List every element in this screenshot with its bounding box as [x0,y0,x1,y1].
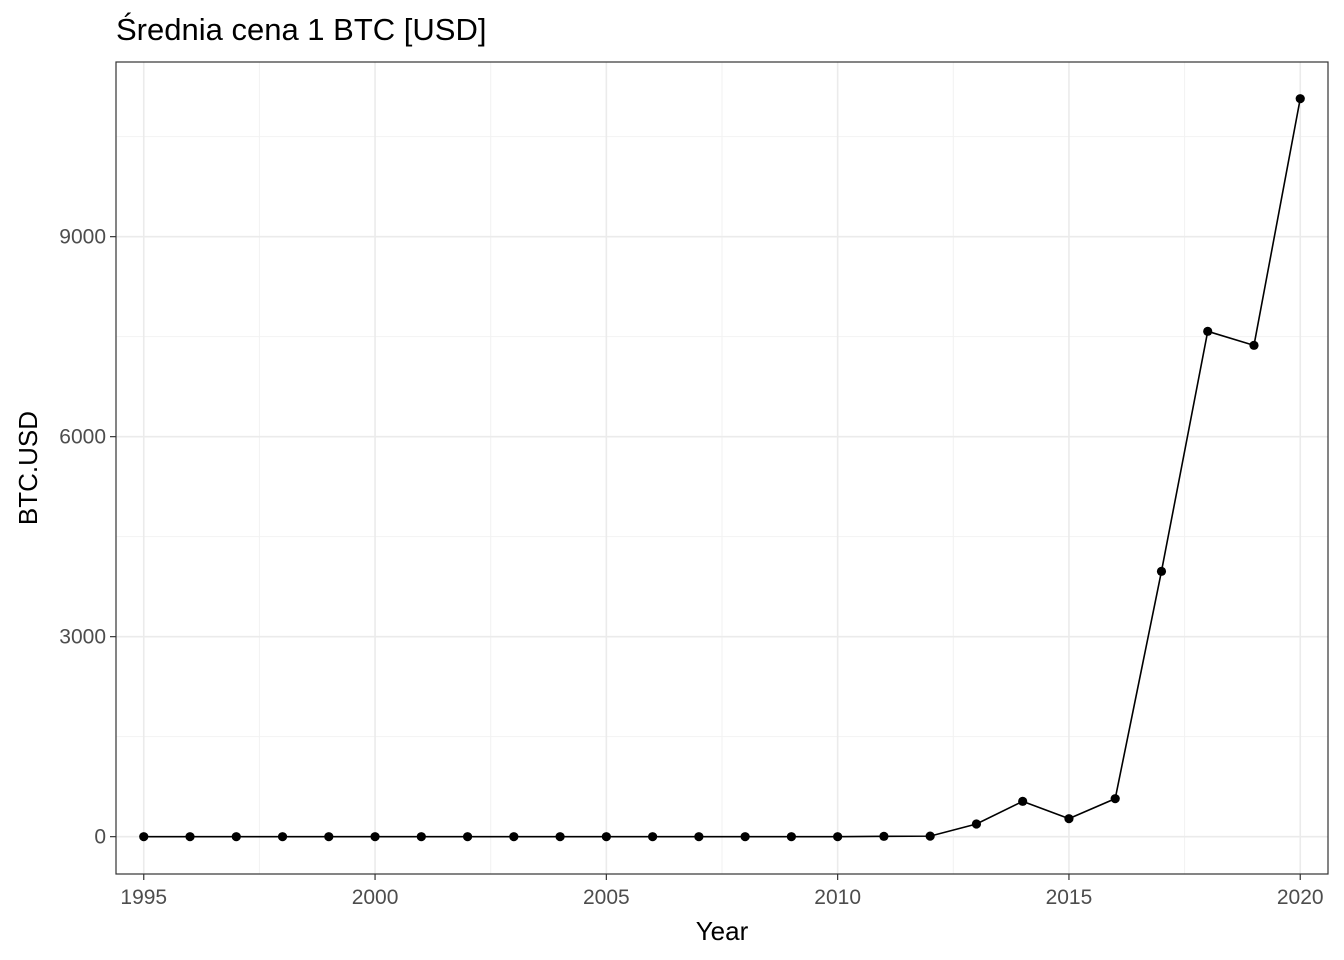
data-point [1203,326,1213,336]
data-point [833,832,843,842]
data-point [370,832,380,842]
data-point [416,832,426,842]
data-point [185,832,195,842]
y-tick-label: 9000 [59,226,106,249]
data-point [324,832,334,842]
minor-gridlines [116,62,1328,874]
data-point [509,832,519,842]
data-point [740,832,750,842]
data-point [1295,94,1305,104]
series-layer [139,94,1305,842]
series-line [143,98,1302,838]
data-point [971,819,982,829]
x-tick-label: 2000 [352,886,399,909]
data-point [786,832,796,842]
data-point [1018,796,1028,806]
major-gridlines [116,62,1328,874]
data-point [555,832,565,842]
data-point [139,832,149,842]
x-tick-label: 2020 [1277,886,1324,909]
y-tick-label: 6000 [59,426,106,449]
data-point [1156,566,1167,576]
data-point [462,832,473,842]
y-axis-title: BTC.USD [13,411,43,525]
data-point [1249,340,1259,350]
data-point [879,831,889,841]
x-tick-label: 1995 [120,886,167,909]
x-tick-label: 2005 [583,886,630,909]
chart-title: Średnia cena 1 BTC [USD] [116,11,486,47]
x-axis: 1995 2000 2005 2010 2015 2020 [120,874,1324,909]
x-axis-title: Year [696,916,749,946]
data-point [277,832,288,842]
data-point [601,832,611,842]
data-point [231,832,241,842]
data-point [925,831,935,841]
data-point [694,832,704,842]
x-tick-label: 2010 [814,886,861,909]
data-point [648,832,658,842]
data-point [1110,794,1120,804]
data-point [1064,814,1074,824]
x-tick-label: 2015 [1046,886,1093,909]
y-tick-label: 3000 [59,626,106,649]
plot-panel [115,61,1329,875]
y-tick-label: 0 [94,826,106,849]
y-axis: 0 3000 6000 9000 [59,226,116,849]
